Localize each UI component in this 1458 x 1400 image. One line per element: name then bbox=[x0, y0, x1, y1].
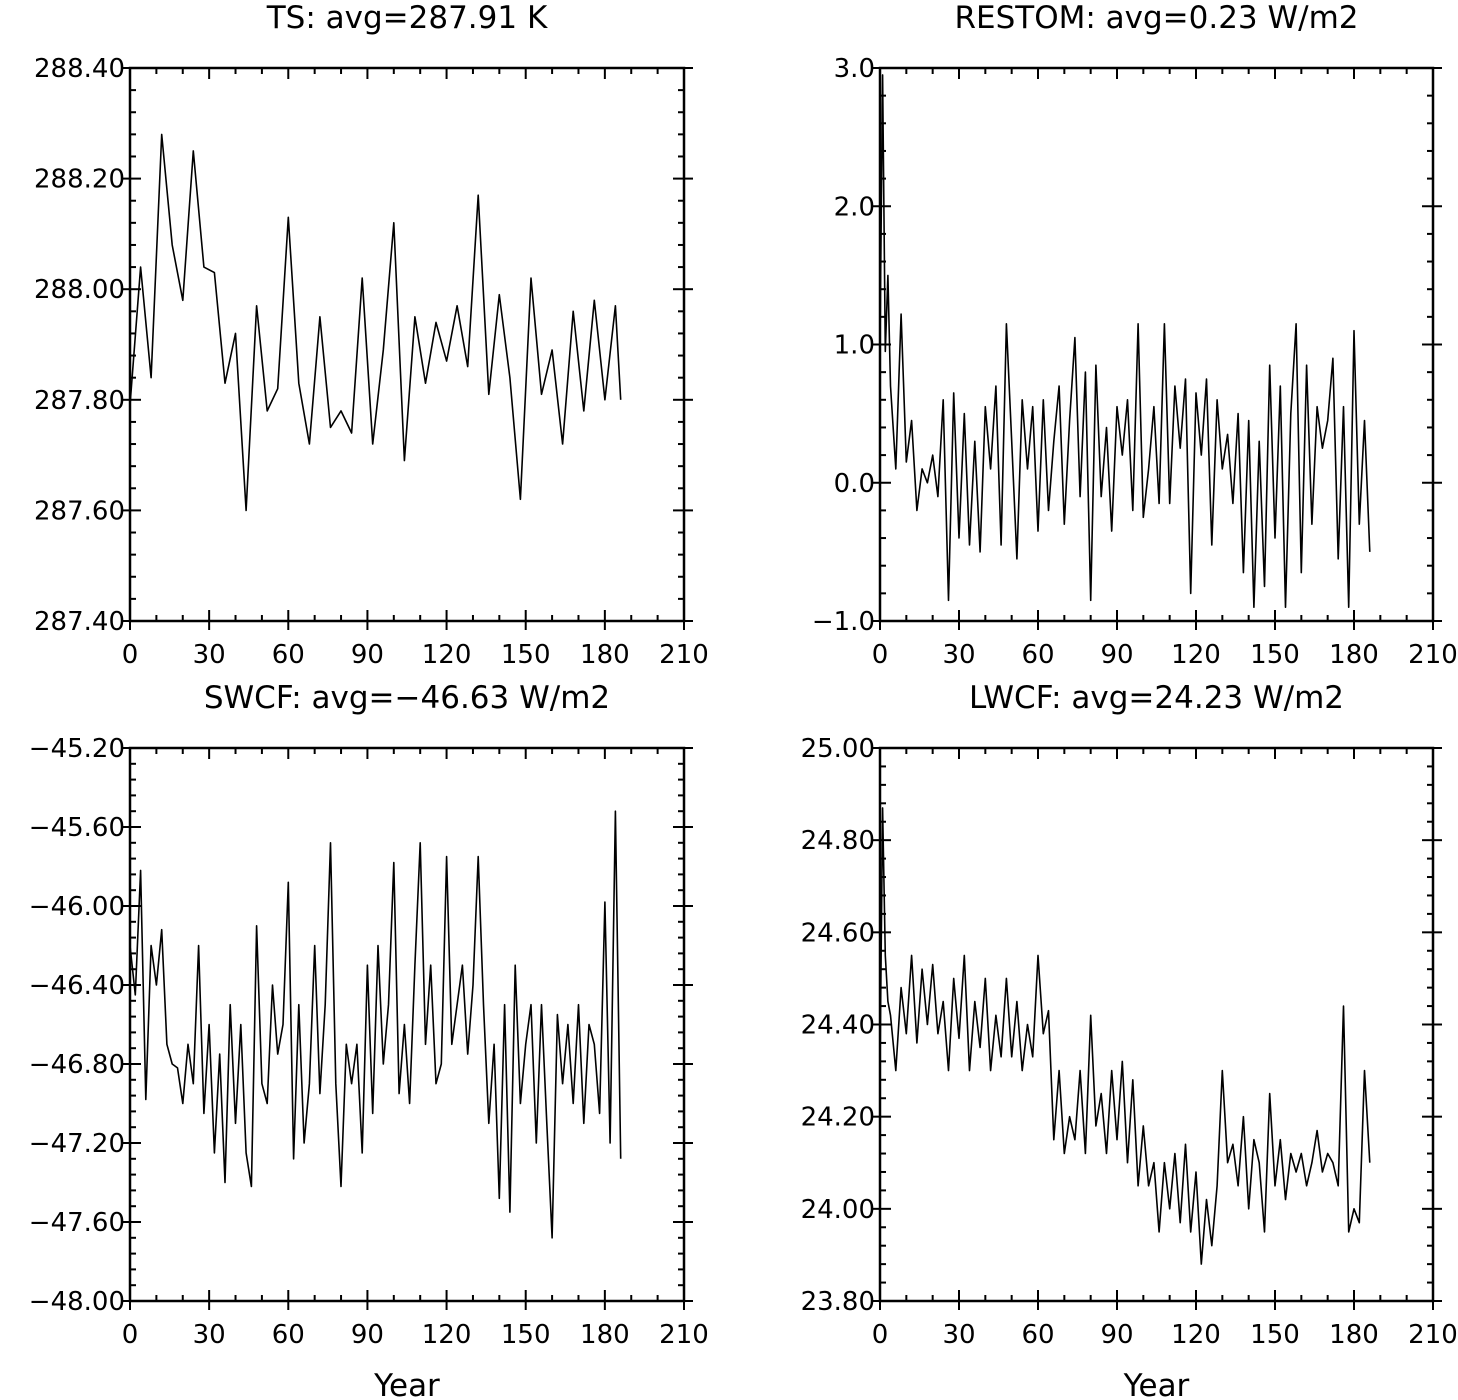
y-tick-label: −47.60 bbox=[29, 1208, 125, 1238]
x-tick-label: 0 bbox=[872, 1320, 889, 1350]
y-tick-label: 1.0 bbox=[834, 331, 875, 361]
x-tick-label: 180 bbox=[1329, 1320, 1379, 1350]
chart-lwcf: LWCF: avg=24.23 W/m2 0 30 60 90 120 150 180 210 2… bbox=[801, 680, 1458, 1400]
x-tick-label: 90 bbox=[351, 1320, 384, 1350]
y-tick-label: 2.0 bbox=[834, 192, 875, 222]
series-line-lwcf bbox=[879, 807, 1371, 1265]
chart-title: RESTOM: avg=0.23 W/m2 bbox=[954, 0, 1358, 36]
x-tick-label: 150 bbox=[1250, 640, 1300, 670]
y-tick-label: 288.00 bbox=[34, 275, 125, 305]
y-tick-label: 287.40 bbox=[34, 607, 125, 637]
y-tick-label: −45.60 bbox=[29, 813, 125, 843]
y-tick-label: 24.80 bbox=[801, 826, 875, 856]
y-tick-label: 288.20 bbox=[34, 165, 125, 195]
x-tick-label: 210 bbox=[659, 1320, 709, 1350]
y-tick-label: 287.80 bbox=[34, 386, 125, 416]
x-tick-label: 210 bbox=[1408, 1320, 1458, 1350]
y-tick-label: −46.00 bbox=[29, 892, 125, 922]
x-tick-label: 180 bbox=[580, 1320, 630, 1350]
x-tick-label: 180 bbox=[1329, 640, 1379, 670]
series-line-ts bbox=[129, 133, 622, 512]
y-tick-label: 24.40 bbox=[801, 1011, 875, 1041]
y-tick-label: 23.80 bbox=[801, 1287, 875, 1317]
x-tick-label: 0 bbox=[122, 1320, 139, 1350]
x-tick-label: 30 bbox=[942, 1320, 975, 1350]
x-tick-label: 120 bbox=[1171, 1320, 1221, 1350]
x-tick-label: 150 bbox=[501, 1320, 551, 1350]
x-tick-label: 120 bbox=[1171, 640, 1221, 670]
series-line-swcf bbox=[129, 810, 622, 1239]
chart-title: SWCF: avg=−46.63 W/m2 bbox=[204, 680, 610, 716]
plot-frame bbox=[128, 66, 686, 623]
x-axis-label: Year bbox=[1123, 1368, 1190, 1400]
y-tick-label: 0.0 bbox=[834, 469, 875, 499]
chart-title: LWCF: avg=24.23 W/m2 bbox=[969, 680, 1344, 716]
y-tick-label: 24.00 bbox=[801, 1195, 875, 1225]
y-tick-label: −1.0 bbox=[812, 607, 875, 637]
series-line-restom bbox=[879, 74, 1371, 609]
y-tick-label: −47.20 bbox=[29, 1129, 125, 1159]
y-tick-label: −46.80 bbox=[29, 1050, 125, 1080]
x-tick-label: 120 bbox=[422, 640, 472, 670]
chart-swcf: SWCF: avg=−46.63 W/m2 0 30 60 90 120 150 180 210… bbox=[29, 680, 709, 1400]
x-tick-label: 30 bbox=[942, 640, 975, 670]
x-tick-label: 90 bbox=[1100, 1320, 1133, 1350]
x-tick-label: 0 bbox=[122, 640, 139, 670]
y-tick-label: −45.20 bbox=[29, 734, 125, 764]
chart-ts: TS: avg=287.91 K 0 30 60 90 120 150 180 210 287.4… bbox=[34, 0, 709, 670]
y-tick-label: 25.00 bbox=[801, 734, 875, 764]
x-axis-label: Year bbox=[373, 1368, 440, 1400]
x-tick-label: 210 bbox=[659, 640, 709, 670]
plot-frame bbox=[128, 746, 686, 1303]
x-tick-label: 0 bbox=[872, 640, 889, 670]
x-tick-label: 90 bbox=[351, 640, 384, 670]
x-tick-label: 30 bbox=[193, 1320, 226, 1350]
x-tick-label: 90 bbox=[1100, 640, 1133, 670]
y-tick-label: 287.60 bbox=[34, 496, 125, 526]
y-tick-label: 3.0 bbox=[834, 54, 875, 84]
chart-title: TS: avg=287.91 K bbox=[266, 0, 548, 36]
y-tick-label: 288.40 bbox=[34, 54, 125, 84]
y-tick-label: −46.40 bbox=[29, 971, 125, 1001]
x-tick-label: 60 bbox=[1021, 640, 1054, 670]
x-tick-label: 60 bbox=[272, 640, 305, 670]
x-tick-label: 60 bbox=[272, 1320, 305, 1350]
plot-frame bbox=[878, 746, 1435, 1303]
x-tick-label: 210 bbox=[1408, 640, 1458, 670]
y-tick-label: −48.00 bbox=[29, 1287, 125, 1317]
x-tick-label: 150 bbox=[1250, 1320, 1300, 1350]
x-tick-label: 150 bbox=[501, 640, 551, 670]
chart-restom: RESTOM: avg=0.23 W/m2 0 30 60 90 120 150 180 210… bbox=[812, 0, 1458, 670]
y-tick-label: 24.60 bbox=[801, 918, 875, 948]
x-tick-label: 180 bbox=[580, 640, 630, 670]
x-tick-label: 120 bbox=[422, 1320, 472, 1350]
x-tick-label: 30 bbox=[193, 640, 226, 670]
x-tick-label: 60 bbox=[1021, 1320, 1054, 1350]
y-tick-label: 24.20 bbox=[801, 1103, 875, 1133]
